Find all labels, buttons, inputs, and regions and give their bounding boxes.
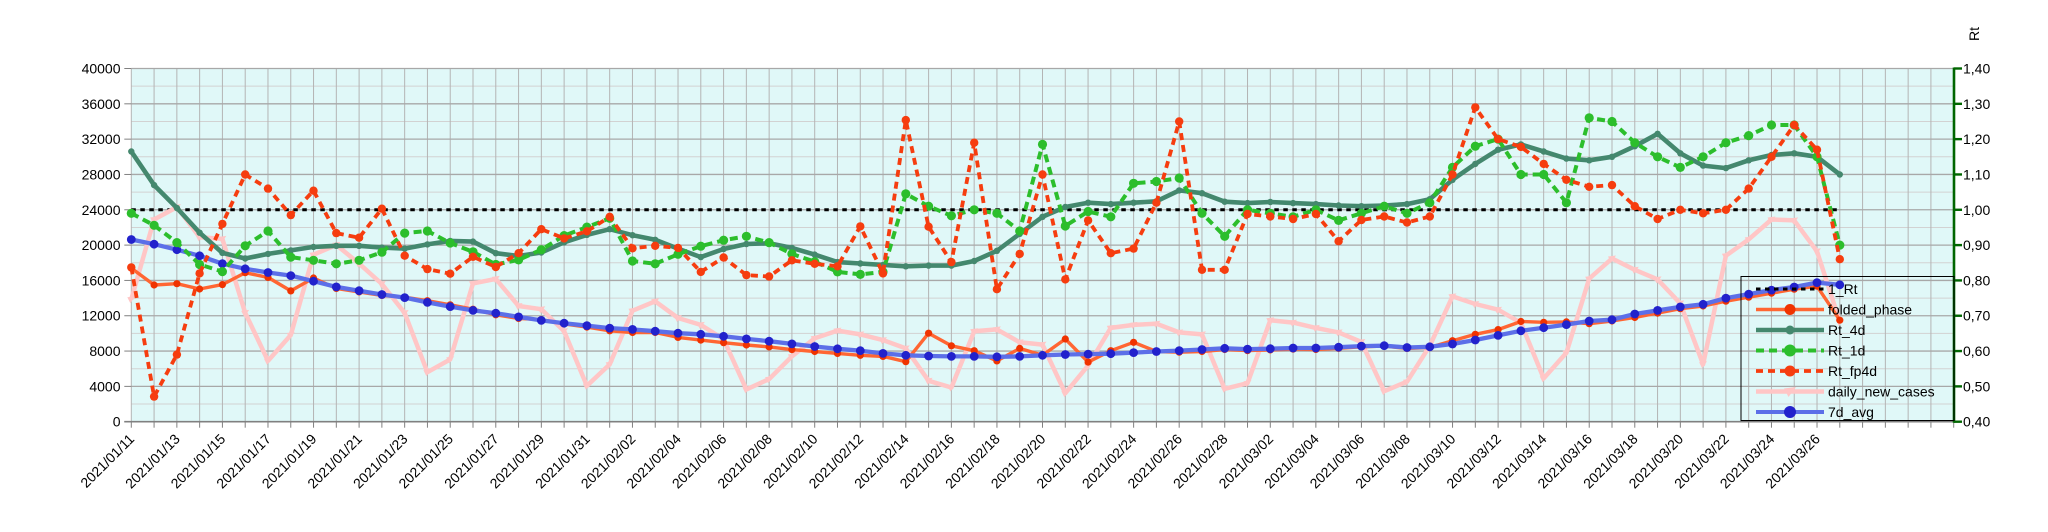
svg-text:0,60: 0,60 — [1963, 343, 1990, 359]
svg-text:1_Rt: 1_Rt — [1828, 281, 1858, 297]
svg-text:Rt: Rt — [1966, 27, 1982, 41]
svg-text:1,20: 1,20 — [1963, 131, 1990, 147]
svg-text:1,40: 1,40 — [1963, 61, 1990, 77]
svg-text:Rt_fp4d: Rt_fp4d — [1828, 363, 1877, 379]
svg-text:24000: 24000 — [82, 202, 121, 218]
svg-text:20000: 20000 — [82, 237, 121, 253]
svg-text:28000: 28000 — [82, 167, 121, 183]
svg-text:0,50: 0,50 — [1963, 378, 1990, 394]
svg-text:7d_avg: 7d_avg — [1828, 404, 1874, 420]
svg-text:0,90: 0,90 — [1963, 237, 1990, 253]
svg-text:8000: 8000 — [89, 343, 120, 359]
svg-text:0,40: 0,40 — [1963, 414, 1990, 430]
svg-text:0: 0 — [113, 414, 121, 430]
svg-text:16000: 16000 — [82, 272, 121, 288]
svg-text:1,10: 1,10 — [1963, 167, 1990, 183]
svg-text:Rt_4d: Rt_4d — [1828, 322, 1865, 338]
svg-text:1,30: 1,30 — [1963, 96, 1990, 112]
svg-text:0,80: 0,80 — [1963, 272, 1990, 288]
svg-text:folded_phase: folded_phase — [1828, 302, 1912, 318]
svg-text:daily_new_cases: daily_new_cases — [1828, 384, 1935, 400]
svg-text:0,70: 0,70 — [1963, 308, 1990, 324]
svg-text:32000: 32000 — [82, 131, 121, 147]
svg-text:1,00: 1,00 — [1963, 202, 1990, 218]
svg-text:40000: 40000 — [82, 61, 121, 77]
svg-text:Rt_1d: Rt_1d — [1828, 343, 1865, 359]
svg-text:12000: 12000 — [82, 308, 121, 324]
svg-text:4000: 4000 — [89, 378, 120, 394]
svg-text:36000: 36000 — [82, 96, 121, 112]
